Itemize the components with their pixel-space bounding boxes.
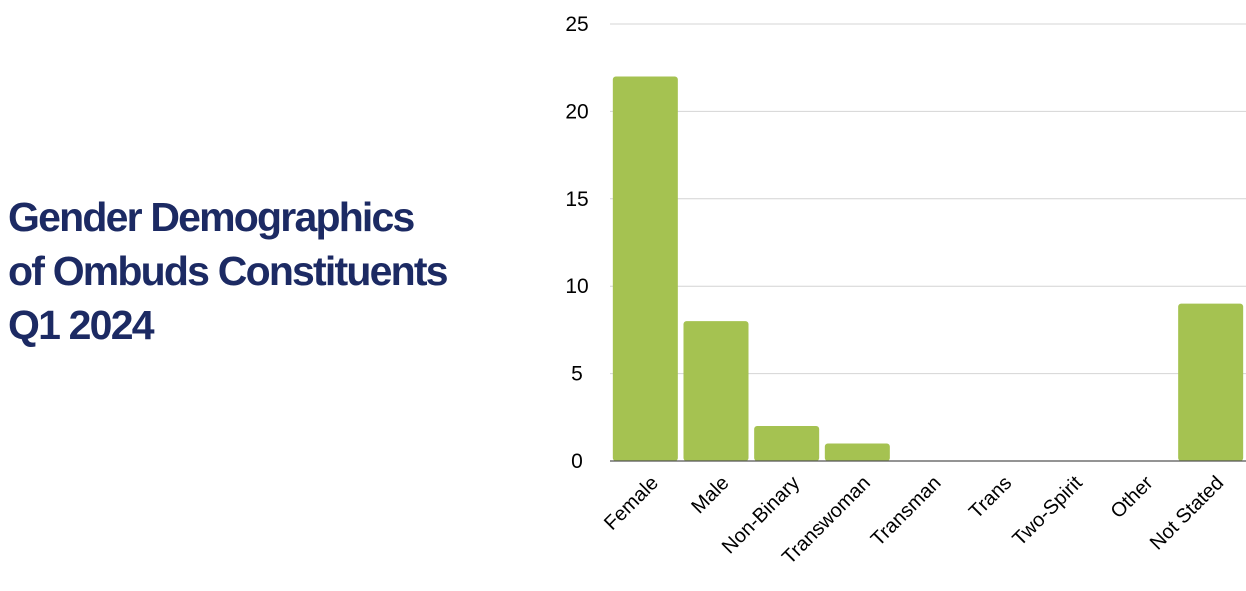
bar-transwoman [824,443,890,461]
x-tick-label: Two-Spirit [1008,472,1087,551]
y-axis-tick-labels: 0 5 10 15 20 25 [565,13,588,473]
bars [612,76,1244,461]
bar-not-stated [1178,303,1244,461]
x-tick-label: Male [687,472,733,518]
x-tick-label: Trans [965,472,1016,523]
chart-title-line-2: of Ombuds Constituents [8,248,449,294]
x-tick-label: Other [1107,472,1158,523]
bar-non-binary [754,426,820,461]
x-tick-label: Not Stated [1146,472,1228,554]
chart-title-line-1: Gender Demographics [8,194,415,240]
chart-title: Gender Demographics of Ombuds Constituen… [8,190,508,352]
y-tick-label: 0 [571,450,583,473]
y-tick-label: 15 [565,188,588,211]
bar-male [683,321,749,461]
y-tick-label: 10 [565,275,588,298]
x-tick-label: Female [600,472,663,535]
bar-female [612,76,678,461]
y-tick-label: 20 [565,100,588,123]
gridlines [610,23,1246,375]
y-tick-label: 25 [565,13,588,36]
chart-title-line-3: Q1 2024 [8,302,155,348]
x-tick-label: Transman [867,472,946,551]
y-tick-label: 5 [571,363,583,386]
